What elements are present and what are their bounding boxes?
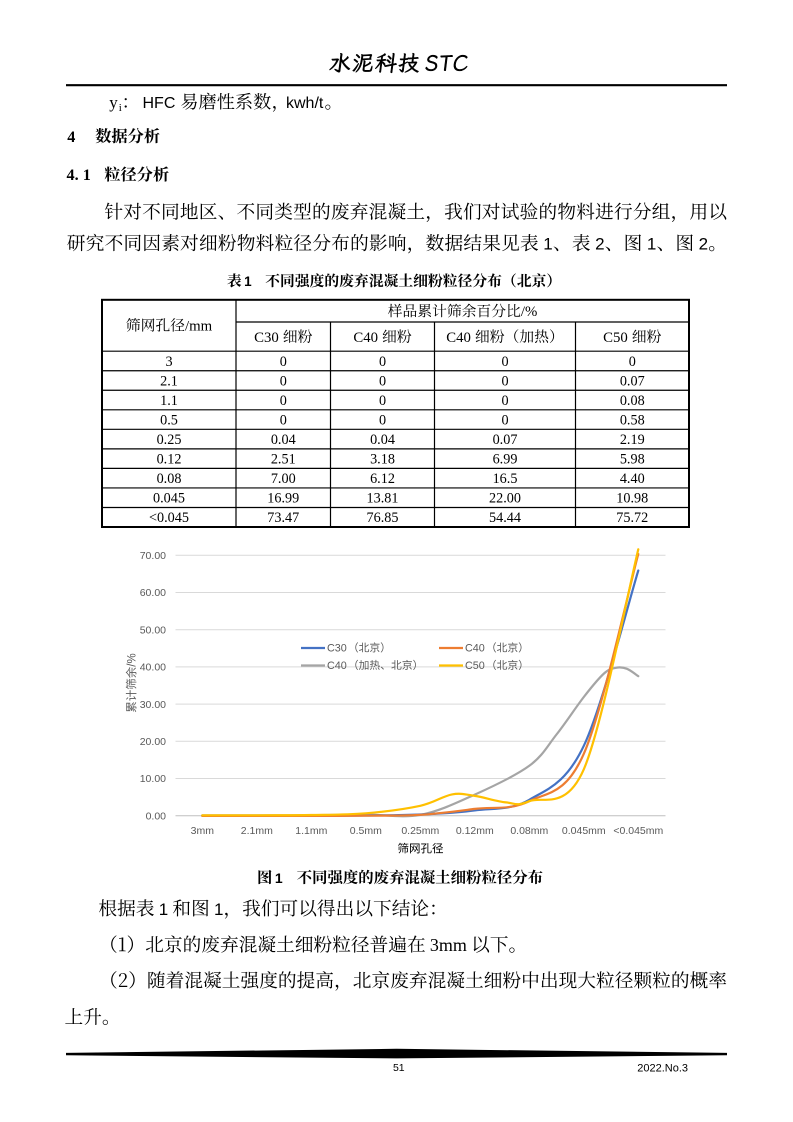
svg-text:0: 0 bbox=[280, 373, 287, 389]
svg-text:/mm: /mm bbox=[185, 319, 213, 335]
svg-text:1: 1 bbox=[543, 235, 552, 254]
svg-text:2.51: 2.51 bbox=[271, 452, 296, 468]
svg-text:1: 1 bbox=[214, 900, 223, 919]
svg-text:1: 1 bbox=[244, 274, 252, 289]
svg-text:0: 0 bbox=[379, 354, 386, 370]
svg-text:2.1mm: 2.1mm bbox=[241, 825, 273, 837]
svg-text:C30: C30 bbox=[254, 330, 279, 346]
svg-text:1: 1 bbox=[275, 870, 283, 886]
svg-text:6.12: 6.12 bbox=[370, 471, 395, 487]
svg-text:54.44: 54.44 bbox=[489, 510, 521, 526]
svg-text:C40: C40 bbox=[327, 660, 347, 672]
svg-text:0: 0 bbox=[501, 354, 508, 370]
svg-text:10.98: 10.98 bbox=[616, 491, 648, 507]
svg-text:2.1: 2.1 bbox=[160, 373, 178, 389]
svg-text:0.58: 0.58 bbox=[620, 412, 645, 428]
svg-text:0: 0 bbox=[629, 354, 636, 370]
svg-text:i: i bbox=[119, 102, 122, 114]
svg-text:6.99: 6.99 bbox=[493, 452, 518, 468]
svg-text:0: 0 bbox=[501, 373, 508, 389]
svg-text:50.00: 50.00 bbox=[140, 624, 166, 636]
svg-text:10.00: 10.00 bbox=[140, 773, 166, 785]
svg-text:73.47: 73.47 bbox=[267, 510, 299, 526]
svg-text:0: 0 bbox=[379, 393, 386, 409]
svg-text:0.07: 0.07 bbox=[493, 432, 518, 448]
svg-text:<0.045mm: <0.045mm bbox=[613, 825, 663, 837]
svg-text:2: 2 bbox=[699, 235, 708, 254]
svg-text:4.40: 4.40 bbox=[620, 471, 645, 487]
svg-text:16.5: 16.5 bbox=[493, 471, 518, 487]
svg-text:30.00: 30.00 bbox=[140, 699, 166, 711]
svg-text:C40: C40 bbox=[465, 643, 485, 655]
svg-text:0: 0 bbox=[379, 412, 386, 428]
svg-text:0.07: 0.07 bbox=[620, 373, 645, 389]
svg-text:0.12: 0.12 bbox=[157, 452, 182, 468]
svg-text:0.08: 0.08 bbox=[620, 393, 645, 409]
svg-text:2.19: 2.19 bbox=[620, 432, 645, 448]
svg-text:kwh/t: kwh/t bbox=[286, 95, 324, 112]
svg-text:0.045mm: 0.045mm bbox=[562, 825, 606, 837]
svg-text:0: 0 bbox=[501, 412, 508, 428]
svg-text:0: 0 bbox=[280, 393, 287, 409]
svg-text:20.00: 20.00 bbox=[140, 736, 166, 748]
svg-text:3: 3 bbox=[165, 354, 172, 370]
svg-text:/%: /% bbox=[521, 304, 537, 320]
svg-text:y: y bbox=[109, 93, 118, 112]
svg-text:0.25mm: 0.25mm bbox=[401, 825, 439, 837]
svg-text:2: 2 bbox=[595, 235, 604, 254]
svg-text:HFC: HFC bbox=[143, 95, 176, 112]
svg-text:51: 51 bbox=[393, 1062, 405, 1074]
svg-text:C50: C50 bbox=[465, 660, 485, 672]
svg-text:0: 0 bbox=[379, 373, 386, 389]
svg-text:60.00: 60.00 bbox=[140, 587, 166, 599]
svg-text:40.00: 40.00 bbox=[140, 662, 166, 674]
svg-text:0.04: 0.04 bbox=[271, 432, 296, 448]
svg-text:16.99: 16.99 bbox=[267, 491, 299, 507]
svg-text:76.85: 76.85 bbox=[367, 510, 399, 526]
svg-text:1: 1 bbox=[647, 235, 656, 254]
svg-text:<0.045: <0.045 bbox=[149, 510, 189, 526]
svg-text:0: 0 bbox=[280, 412, 287, 428]
svg-text:0.5mm: 0.5mm bbox=[350, 825, 382, 837]
svg-text:7.00: 7.00 bbox=[271, 471, 296, 487]
svg-text:C40: C40 bbox=[446, 330, 471, 346]
svg-text:0.00: 0.00 bbox=[146, 810, 167, 822]
svg-text:0.08: 0.08 bbox=[157, 471, 182, 487]
svg-text:3mm: 3mm bbox=[430, 935, 467, 955]
svg-text:C30: C30 bbox=[327, 643, 347, 655]
svg-text:C40: C40 bbox=[353, 330, 378, 346]
svg-text:1.1mm: 1.1mm bbox=[295, 825, 327, 837]
svg-text:0.04: 0.04 bbox=[370, 432, 395, 448]
svg-text:C50: C50 bbox=[603, 330, 628, 346]
svg-text:22.00: 22.00 bbox=[489, 491, 521, 507]
svg-text:0.25: 0.25 bbox=[157, 432, 182, 448]
svg-text:0: 0 bbox=[280, 354, 287, 370]
svg-text:1: 1 bbox=[159, 900, 168, 919]
svg-text:0.5: 0.5 bbox=[160, 412, 178, 428]
svg-text:0.08mm: 0.08mm bbox=[510, 825, 548, 837]
svg-text:0: 0 bbox=[501, 393, 508, 409]
svg-text:0.045: 0.045 bbox=[153, 491, 185, 507]
svg-text:3.18: 3.18 bbox=[370, 452, 395, 468]
svg-text:/%: /% bbox=[127, 653, 139, 666]
svg-text:1.1: 1.1 bbox=[160, 393, 178, 409]
svg-text:5.98: 5.98 bbox=[620, 452, 645, 468]
svg-text:3mm: 3mm bbox=[191, 825, 215, 837]
svg-text:4. 1: 4. 1 bbox=[67, 166, 91, 184]
svg-text:75.72: 75.72 bbox=[616, 510, 648, 526]
svg-text:4: 4 bbox=[67, 128, 75, 146]
svg-text:2022.No.3: 2022.No.3 bbox=[637, 1062, 688, 1074]
svg-text:13.81: 13.81 bbox=[367, 491, 399, 507]
svg-text:70.00: 70.00 bbox=[140, 550, 166, 562]
svg-text:0.12mm: 0.12mm bbox=[456, 825, 494, 837]
